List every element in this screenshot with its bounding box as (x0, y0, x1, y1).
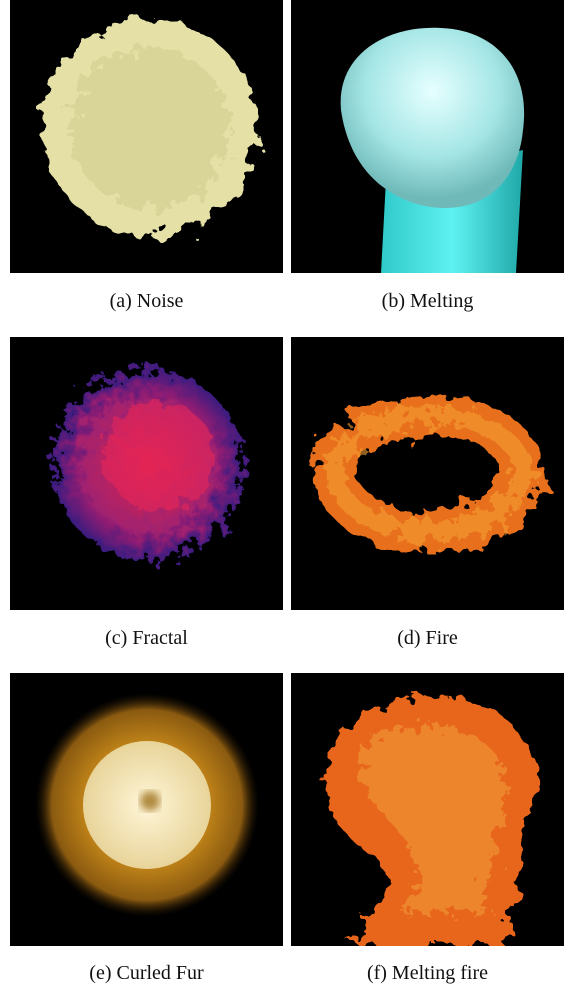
fractal-image (10, 337, 283, 610)
melting-image (291, 0, 564, 273)
fur-image (10, 673, 283, 946)
melting-fire-image (291, 673, 564, 946)
caption: (e) Curled Fur (10, 961, 283, 985)
caption: (c) Fractal (10, 626, 283, 650)
caption: (f) Melting fire (291, 961, 564, 985)
figure: (a) Noise (b) Melting (c) Fractal (d) Fi… (0, 0, 567, 987)
fire-image (291, 337, 564, 610)
caption: (d) Fire (291, 626, 564, 650)
caption: (a) Noise (10, 289, 283, 313)
caption: (b) Melting (291, 289, 564, 313)
noise-image (10, 0, 283, 273)
